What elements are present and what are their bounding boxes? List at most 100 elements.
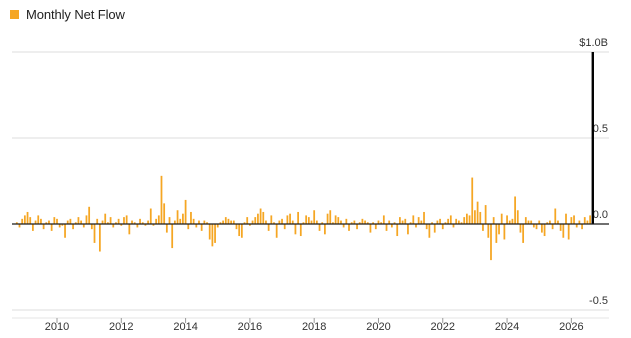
bar [492, 217, 495, 224]
bar [570, 217, 573, 224]
bar [530, 220, 533, 224]
bar [337, 217, 340, 224]
bar [112, 224, 115, 228]
bar [34, 220, 37, 224]
bar [297, 211, 299, 224]
bar [541, 224, 543, 233]
bar [157, 215, 160, 224]
bar [235, 224, 238, 230]
bar [519, 224, 522, 233]
bar [364, 220, 366, 224]
bar [107, 222, 109, 224]
bar [468, 215, 471, 224]
bar [160, 175, 163, 224]
y-tick-label: -0.5 [589, 295, 608, 307]
bar [299, 224, 302, 237]
bar [358, 222, 361, 224]
bar [265, 220, 267, 224]
bar [125, 215, 128, 224]
bar [482, 224, 484, 231]
bar [219, 222, 222, 224]
bar [562, 224, 565, 238]
bar [589, 215, 591, 224]
x-tick-label: 2020 [366, 321, 390, 333]
bar [557, 220, 559, 224]
bar [149, 208, 152, 224]
bar [117, 218, 120, 224]
bar [214, 224, 216, 243]
bar [307, 217, 310, 224]
bar [573, 215, 575, 224]
bar [436, 220, 439, 224]
bar [380, 222, 383, 224]
bar [291, 220, 294, 224]
bar [61, 224, 64, 226]
x-tick-label: 2024 [495, 321, 519, 333]
bar [546, 222, 549, 224]
bar [42, 224, 45, 230]
bar [267, 224, 270, 231]
bar [168, 217, 171, 224]
bar [141, 222, 144, 224]
bar [74, 222, 77, 224]
bar [222, 220, 224, 224]
legend-swatch [10, 10, 19, 19]
bar [305, 215, 308, 224]
bar [583, 217, 586, 224]
bar [460, 222, 463, 224]
bar [176, 210, 179, 224]
bar [211, 224, 214, 247]
bar [353, 220, 356, 224]
bar [152, 224, 155, 226]
bar [508, 220, 511, 224]
bar [447, 218, 450, 224]
bar [115, 222, 117, 224]
bar [171, 224, 174, 249]
bar [554, 208, 557, 224]
bar [581, 224, 583, 230]
x-tick-label: 2010 [45, 321, 69, 333]
bar [396, 224, 399, 237]
bar [345, 218, 348, 224]
bar [361, 218, 364, 224]
bar [463, 217, 466, 224]
bar [187, 224, 190, 230]
bar [449, 215, 452, 224]
bar [136, 224, 139, 228]
bar [77, 217, 80, 224]
bar [227, 218, 230, 224]
bar [98, 224, 101, 252]
bar [273, 222, 275, 224]
bar [543, 224, 546, 237]
bar [224, 217, 227, 224]
bar [348, 224, 350, 231]
bar [516, 210, 519, 224]
bar [532, 224, 535, 228]
bar [286, 215, 289, 224]
bar [441, 224, 444, 230]
bar [23, 215, 26, 224]
bar [326, 213, 329, 224]
bar [423, 211, 425, 224]
bar [565, 213, 567, 224]
bar [32, 224, 34, 231]
bar [302, 222, 305, 224]
bar [522, 224, 525, 243]
bar [257, 213, 259, 224]
bar [275, 224, 278, 238]
bar [203, 220, 206, 224]
bar [56, 218, 58, 224]
bar [334, 215, 337, 224]
bar [131, 220, 133, 224]
bar [457, 220, 460, 224]
bar [527, 220, 530, 224]
bar [206, 222, 208, 224]
bar [96, 218, 99, 224]
bar [433, 224, 436, 233]
bar [26, 211, 29, 224]
bar [289, 213, 291, 224]
bar [417, 217, 420, 224]
bar [465, 213, 468, 224]
bar [85, 215, 88, 224]
bar [329, 210, 332, 224]
